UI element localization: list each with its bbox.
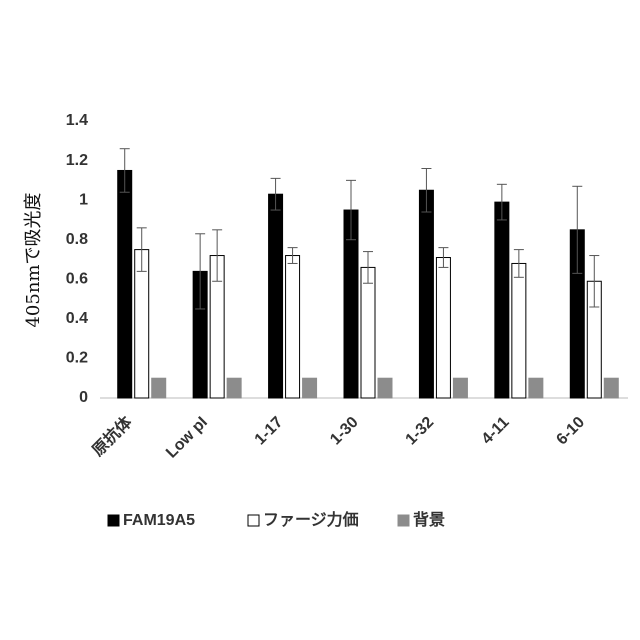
bar [227,378,241,398]
x-tick-label: 原抗体 [88,412,136,460]
bar [436,258,450,398]
bar [419,190,433,398]
bar [495,202,509,398]
bar [361,267,375,398]
legend-label: 背景 [413,510,445,529]
bar [529,378,543,398]
x-tick-label: Low pI [163,414,211,462]
chart: 405nmで吸光度 0 0.2 0.4 0.6 0.8 1 1.2 1.4 原抗体 Low pI 1… [0,0,640,640]
x-tick-label: 1-30 [327,414,362,449]
y-tick-label: 1 [79,191,88,208]
y-tick-label: 1.2 [66,152,88,169]
bar [286,256,300,398]
y-tick-label: 0.4 [66,310,88,327]
y-axis-label: 405nmで吸光度 [23,192,44,327]
bar [453,378,467,398]
y-tick-label: 0 [79,389,88,406]
bar [604,378,618,398]
y-tick-label: 0.2 [66,350,88,367]
bar [269,194,283,398]
x-tick-label: 6-10 [553,414,588,449]
legend-label: FAM19A5 [123,512,195,529]
y-tick-label: 1.4 [66,112,88,129]
bar [118,170,132,398]
bar [152,378,166,398]
bar [303,378,317,398]
legend-swatch [398,515,409,526]
legend-swatch [248,515,259,526]
x-tick-label: 4-11 [479,414,513,448]
y-tick-label: 0.6 [66,271,88,288]
x-tick-label: 1-17 [252,414,287,449]
bar [378,378,392,398]
x-tick-label: 1-32 [403,414,438,449]
bar [512,263,526,398]
y-tick-label: 0.8 [66,231,88,248]
legend-swatch [108,515,119,526]
legend-label: ファージ力価 [263,510,359,529]
